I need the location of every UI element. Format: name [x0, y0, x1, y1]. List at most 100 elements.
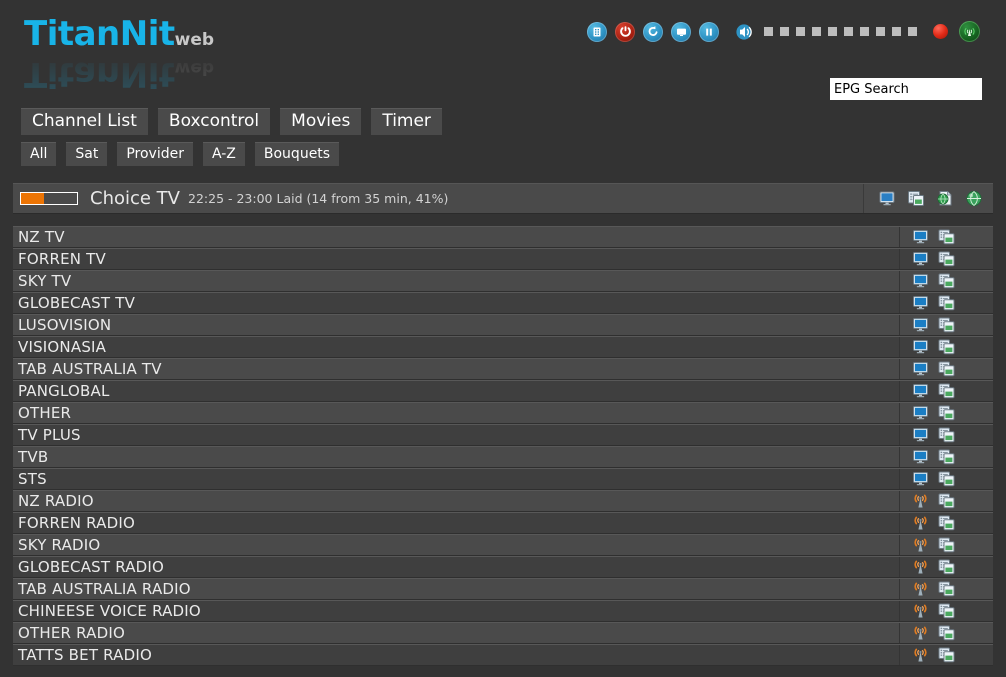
channel-row[interactable]: SKY TV — [13, 270, 993, 292]
channel-row[interactable]: TVB — [13, 446, 993, 468]
volume-button[interactable] — [735, 22, 757, 42]
channel-row-label: TATTS BET RADIO — [18, 646, 153, 664]
tab-timer[interactable]: Timer — [371, 108, 442, 135]
signal-button[interactable] — [959, 21, 980, 42]
tab-channel-list[interactable]: Channel List — [21, 108, 148, 135]
radio-antenna-icon[interactable] — [912, 537, 930, 553]
radio-antenna-icon[interactable] — [912, 581, 930, 597]
bouquet-list-icon[interactable] — [907, 190, 926, 207]
volume-level-indicator[interactable] — [764, 27, 917, 36]
channel-row[interactable]: GLOBECAST RADIO — [13, 556, 993, 578]
tv-monitor-icon[interactable] — [912, 449, 930, 465]
channel-row[interactable]: STS — [13, 468, 993, 490]
channel-row-actions — [899, 579, 993, 599]
channel-row[interactable]: LUSOVISION — [13, 314, 993, 336]
bouquet-list-icon[interactable] — [938, 251, 956, 267]
channel-row[interactable]: VISIONASIA — [13, 336, 993, 358]
tv-monitor-icon[interactable] — [912, 317, 930, 333]
bouquet-list-icon[interactable] — [938, 647, 956, 663]
zap-monitor-icon[interactable] — [878, 190, 897, 207]
bouquet-list-icon[interactable] — [938, 625, 956, 641]
bouquet-list-icon[interactable] — [938, 383, 956, 399]
tv-monitor-icon[interactable] — [912, 427, 930, 443]
bouquet-list-icon[interactable] — [938, 471, 956, 487]
channel-row-actions — [899, 425, 993, 445]
tv-monitor-icon[interactable] — [912, 229, 930, 245]
channel-row[interactable]: OTHER — [13, 402, 993, 424]
bouquet-list-icon[interactable] — [938, 361, 956, 377]
radio-antenna-icon[interactable] — [912, 493, 930, 509]
channel-row[interactable]: TAB AUSTRALIA TV — [13, 358, 993, 380]
bouquet-list-icon[interactable] — [938, 493, 956, 509]
channel-row[interactable]: TAB AUSTRALIA RADIO — [13, 578, 993, 600]
pause-button[interactable] — [699, 21, 719, 42]
channel-row-label: FORREN RADIO — [18, 514, 136, 532]
tv-monitor-icon[interactable] — [912, 273, 930, 289]
channel-row[interactable]: NZ TV — [13, 226, 993, 248]
tv-monitor-icon[interactable] — [912, 251, 930, 267]
bouquet-list-icon[interactable] — [938, 273, 956, 289]
bouquet-list-icon[interactable] — [938, 295, 956, 311]
control-toolbar — [587, 21, 980, 42]
tv-monitor-icon[interactable] — [912, 339, 930, 355]
bouquet-list-icon[interactable] — [938, 581, 956, 597]
screenshot-button[interactable] — [671, 21, 691, 42]
channel-row-label: TAB AUSTRALIA TV — [18, 360, 162, 378]
channel-row-actions — [899, 557, 993, 577]
tv-monitor-icon[interactable] — [912, 295, 930, 311]
channel-row-actions — [899, 227, 993, 247]
subtab-provider[interactable]: Provider — [117, 142, 193, 166]
tab-movies[interactable]: Movies — [280, 108, 362, 135]
reload-button[interactable] — [643, 21, 663, 42]
tv-monitor-icon[interactable] — [912, 361, 930, 377]
channel-row[interactable]: TATTS BET RADIO — [13, 644, 993, 666]
web-globe-icon[interactable] — [965, 190, 984, 207]
radio-antenna-icon[interactable] — [912, 515, 930, 531]
channel-row[interactable]: SKY RADIO — [13, 534, 993, 556]
bouquet-list-icon[interactable] — [938, 229, 956, 245]
subtab-sat[interactable]: Sat — [66, 142, 108, 166]
bouquet-list-icon[interactable] — [938, 449, 956, 465]
channel-row[interactable]: FORREN RADIO — [13, 512, 993, 534]
channel-row[interactable]: CHINEESE VOICE RADIO — [13, 600, 993, 622]
bouquet-list-icon[interactable] — [938, 339, 956, 355]
channel-row[interactable]: FORREN TV — [13, 248, 993, 270]
subtab-az[interactable]: A-Z — [202, 142, 245, 166]
subtab-all[interactable]: All — [21, 142, 57, 166]
bouquet-list-icon[interactable] — [938, 515, 956, 531]
keypad-icon — [591, 26, 603, 38]
power-button[interactable] — [615, 21, 635, 42]
radio-antenna-icon[interactable] — [912, 559, 930, 575]
tab-boxcontrol[interactable]: Boxcontrol — [157, 108, 271, 135]
channel-row[interactable]: PANGLOBAL — [13, 380, 993, 402]
channel-row-actions — [899, 249, 993, 269]
radio-antenna-icon[interactable] — [912, 647, 930, 663]
channel-row[interactable]: OTHER RADIO — [13, 622, 993, 644]
radio-antenna-icon[interactable] — [912, 625, 930, 641]
channel-row-label: STS — [18, 470, 47, 488]
channel-row-label: TAB AUSTRALIA RADIO — [18, 580, 191, 598]
channel-row[interactable]: NZ RADIO — [13, 490, 993, 512]
channel-row-label: TV PLUS — [18, 426, 81, 444]
keypad-button[interactable] — [587, 21, 607, 42]
bouquet-list-icon[interactable] — [938, 559, 956, 575]
channel-row-label: SKY RADIO — [18, 536, 101, 554]
tv-monitor-icon[interactable] — [912, 383, 930, 399]
channel-row-actions — [899, 469, 993, 489]
bouquet-list-icon[interactable] — [938, 603, 956, 619]
tv-monitor-icon[interactable] — [912, 471, 930, 487]
bouquet-list-icon[interactable] — [938, 317, 956, 333]
bouquet-list-icon[interactable] — [938, 427, 956, 443]
bouquet-list-icon[interactable] — [938, 405, 956, 421]
subtab-bouquets[interactable]: Bouquets — [254, 142, 340, 166]
power-icon — [619, 25, 632, 38]
channel-row[interactable]: TV PLUS — [13, 424, 993, 446]
channel-row[interactable]: GLOBECAST TV — [13, 292, 993, 314]
volume-step — [764, 27, 773, 36]
main-tab-bar: Channel List Boxcontrol Movies Timer — [21, 108, 442, 135]
epg-page-icon[interactable] — [936, 190, 955, 207]
epg-search-input[interactable] — [830, 78, 982, 100]
bouquet-list-icon[interactable] — [938, 537, 956, 553]
tv-monitor-icon[interactable] — [912, 405, 930, 421]
radio-antenna-icon[interactable] — [912, 603, 930, 619]
